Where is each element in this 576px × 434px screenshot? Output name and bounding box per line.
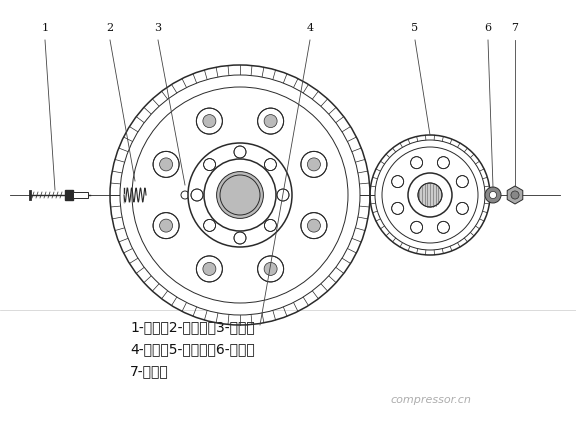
Circle shape (301, 213, 327, 239)
Text: 6: 6 (484, 23, 491, 33)
Text: 1-柱销；2-弹簧垫；3-挡圈；: 1-柱销；2-弹簧垫；3-挡圈； (130, 320, 255, 334)
Circle shape (392, 202, 404, 214)
Circle shape (456, 202, 468, 214)
Bar (73, 192, 88, 198)
Circle shape (277, 189, 289, 201)
Circle shape (217, 171, 263, 218)
Circle shape (511, 191, 519, 199)
Circle shape (203, 263, 216, 276)
Circle shape (196, 108, 222, 134)
Circle shape (308, 219, 320, 232)
Circle shape (196, 256, 222, 282)
Text: 4-飞轮；5-联轴器；6-垫圈；: 4-飞轮；5-联轴器；6-垫圈； (130, 342, 255, 356)
Circle shape (264, 115, 277, 128)
Circle shape (188, 143, 292, 247)
Text: 3: 3 (154, 23, 161, 33)
Circle shape (382, 147, 478, 243)
Circle shape (375, 140, 485, 250)
Circle shape (203, 220, 215, 231)
Circle shape (153, 151, 179, 178)
Text: 2: 2 (107, 23, 113, 33)
Circle shape (160, 158, 173, 171)
Circle shape (264, 220, 276, 231)
Circle shape (418, 183, 442, 207)
Bar (65, 190, 73, 200)
Circle shape (181, 191, 189, 199)
Circle shape (204, 159, 276, 231)
Circle shape (160, 219, 173, 232)
Text: 7: 7 (511, 23, 518, 33)
Circle shape (234, 232, 246, 244)
Circle shape (120, 75, 360, 315)
Circle shape (234, 146, 246, 158)
Circle shape (220, 175, 260, 215)
Circle shape (257, 108, 283, 134)
Circle shape (408, 173, 452, 217)
Circle shape (264, 158, 276, 171)
Circle shape (437, 221, 449, 233)
Circle shape (191, 189, 203, 201)
Text: 1: 1 (41, 23, 48, 33)
Circle shape (153, 213, 179, 239)
Circle shape (485, 187, 501, 203)
Text: compressor.cn: compressor.cn (390, 395, 471, 405)
Circle shape (411, 221, 423, 233)
Circle shape (132, 87, 348, 303)
Circle shape (203, 115, 216, 128)
Circle shape (392, 176, 404, 187)
Circle shape (257, 256, 283, 282)
Text: 4: 4 (306, 23, 313, 33)
Circle shape (308, 158, 320, 171)
Polygon shape (507, 186, 523, 204)
Bar (124, 188, 146, 202)
Circle shape (301, 151, 327, 178)
Text: 5: 5 (411, 23, 419, 33)
Circle shape (437, 157, 449, 169)
Text: 7-螺母；: 7-螺母； (130, 364, 169, 378)
Circle shape (264, 263, 277, 276)
Circle shape (175, 185, 195, 205)
Circle shape (490, 191, 497, 199)
Circle shape (203, 158, 215, 171)
Circle shape (456, 176, 468, 187)
Circle shape (411, 157, 423, 169)
